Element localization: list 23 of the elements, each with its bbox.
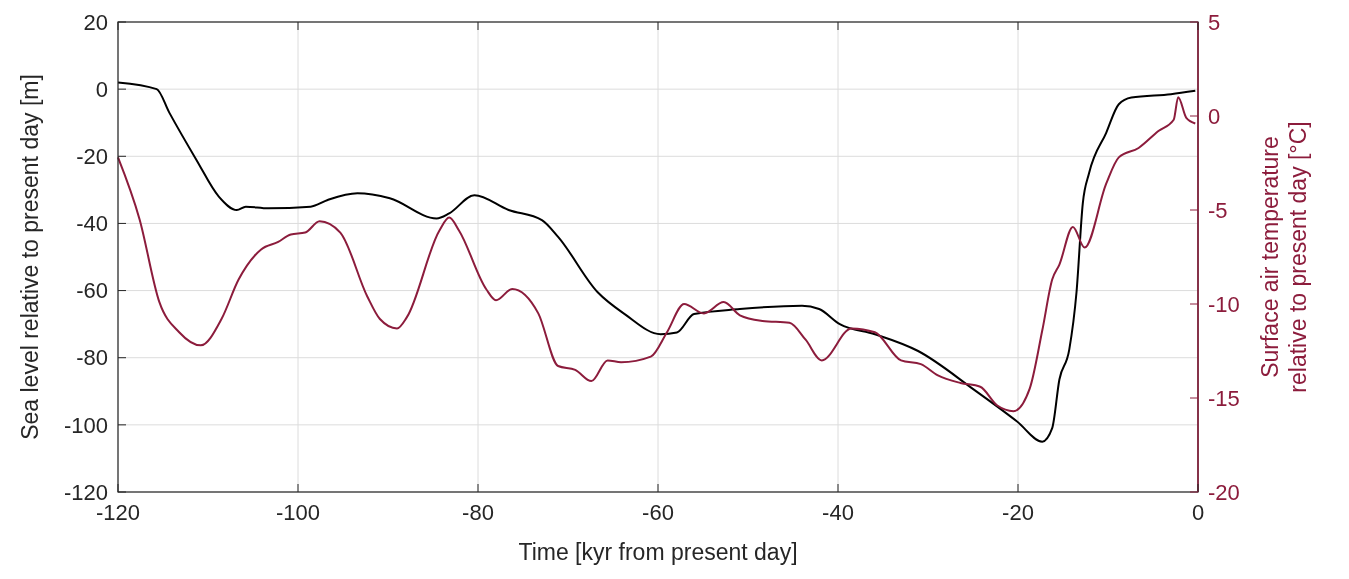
y2-tick-label: 5	[1208, 9, 1221, 35]
x-tick-label: -60	[642, 500, 674, 525]
x-tick-label: -100	[275, 500, 321, 525]
y-tick-label: -60	[76, 278, 108, 304]
x-tick-label: -80	[462, 500, 494, 525]
y-axis-title: Sea level relative to present day [m]	[17, 74, 43, 440]
x-axis-title: Time [kyr from present day]	[518, 539, 798, 565]
y2-tick-label: -5	[1208, 197, 1228, 223]
y-tick-label: -100	[63, 412, 108, 438]
y2-tick-label: -15	[1208, 385, 1240, 411]
y-tick-label: -40	[76, 211, 108, 237]
y-tick-label: -80	[76, 345, 108, 371]
y-tick-label: 20	[83, 9, 108, 35]
y-tick-label: 0	[95, 76, 108, 102]
y2-tick-label: -20	[1208, 479, 1240, 505]
x-tick-label: -40	[822, 500, 854, 525]
y2-tick-label: -10	[1208, 291, 1240, 317]
y-tick-label: -20	[76, 143, 108, 169]
x-tick-label: 0	[1191, 500, 1205, 525]
x-tick-label: -20	[1002, 500, 1034, 525]
y-tick-label: -120	[63, 479, 108, 505]
y2-axis-title: Surface air temperature relative to present day [°C]	[1257, 121, 1311, 393]
y2-tick-label: 0	[1208, 103, 1221, 129]
